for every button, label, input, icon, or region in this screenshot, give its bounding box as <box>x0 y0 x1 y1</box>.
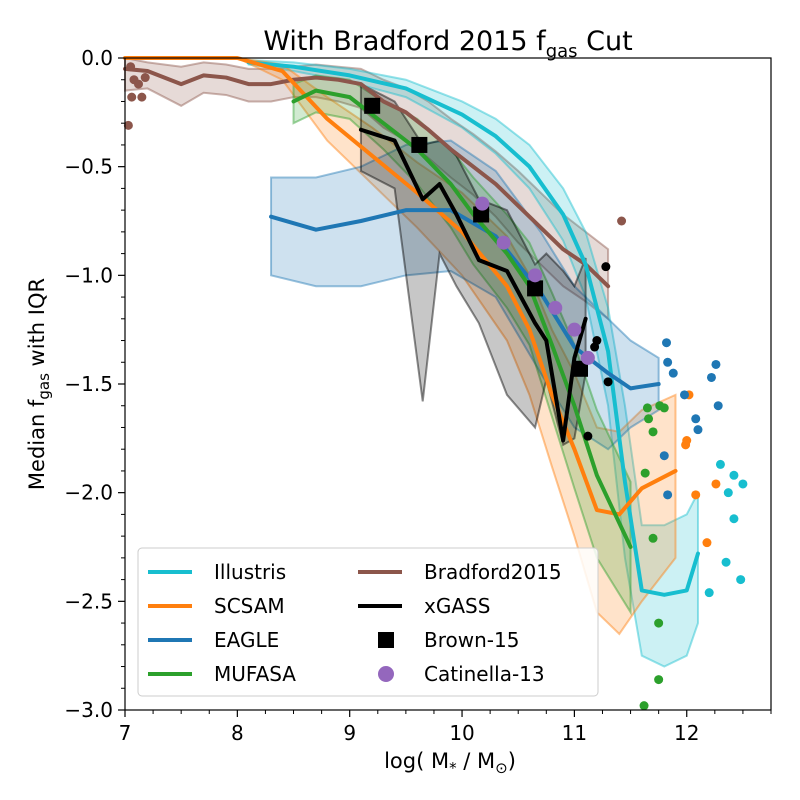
eagle-point <box>668 368 678 378</box>
catinella-13-marker <box>567 322 582 337</box>
eagle-point <box>662 338 672 348</box>
eagle-point <box>663 357 673 367</box>
y-tick-label: −0.5 <box>64 155 113 179</box>
illustris-median-line <box>246 60 700 597</box>
xgass-point <box>601 262 611 272</box>
scsam-point <box>682 436 692 446</box>
eagle-point <box>663 490 673 500</box>
eagle-point <box>659 451 669 461</box>
median-lines <box>123 56 700 597</box>
illustris-point <box>729 470 739 480</box>
catinella-13-marker <box>528 268 543 283</box>
catinella-13-legend-label: Catinella-13 <box>424 662 545 686</box>
eagle-point <box>679 390 689 400</box>
catinella-13-legend-swatch <box>378 666 394 682</box>
bradford2015-point <box>137 92 147 102</box>
legend-box <box>137 547 599 697</box>
catinella-13-marker <box>475 196 490 211</box>
eagle-point <box>693 425 703 435</box>
bradford2015-point <box>617 216 627 226</box>
y-axis-label: Median fgas with IQR <box>25 278 53 490</box>
brown-15-legend-label: Brown-15 <box>424 628 519 652</box>
y-tick-label: −1.5 <box>64 372 113 396</box>
xgass-point <box>583 431 593 441</box>
eagle-point <box>706 372 716 382</box>
mufasa-point <box>654 618 664 628</box>
mufasa-point <box>642 403 652 413</box>
scsam-legend-label: SCSAM <box>214 594 285 618</box>
scsam-iqr-band <box>125 57 677 636</box>
brown-15-legend-swatch <box>378 632 394 648</box>
brown-15-marker <box>411 136 428 153</box>
illustris-point <box>729 514 739 524</box>
xgass-point <box>590 342 600 352</box>
scsam-point <box>702 538 712 548</box>
y-axis-ticks: 0.0 −0.5 −1.0 −1.5 −2.0 −2.5 −3.0 <box>64 46 125 722</box>
xgass-legend-label: xGASS <box>424 594 490 618</box>
x-tick-label: 10 <box>449 721 474 745</box>
mufasa-point <box>654 675 664 685</box>
bradford2015-median-line <box>123 66 611 289</box>
mufasa-point <box>648 533 658 543</box>
illustris-point <box>738 479 748 489</box>
mufasa-point <box>648 427 658 437</box>
scsam-point <box>691 490 701 500</box>
mufasa-legend-label: MUFASA <box>214 662 296 686</box>
illustris-point <box>704 588 714 598</box>
x-tick-label: 8 <box>231 721 244 745</box>
x-tick-label: 7 <box>119 721 132 745</box>
catinella-13-marker <box>548 300 563 315</box>
bradford2015-legend-label: Bradford2015 <box>424 560 562 584</box>
mufasa-point <box>659 403 669 413</box>
mufasa-point <box>640 468 650 478</box>
bradford2015-point <box>127 92 137 102</box>
x-tick-label: 9 <box>343 721 356 745</box>
bradford2015-point <box>140 73 150 83</box>
bradford2015-point <box>133 79 143 89</box>
catinella-13-marker <box>496 235 511 250</box>
eagle-median-line <box>269 208 661 391</box>
illustris-point <box>721 557 731 567</box>
x-tick-label: 12 <box>674 721 699 745</box>
y-tick-label: 0.0 <box>81 46 113 70</box>
scsam-point <box>711 479 721 489</box>
xgass-median-line <box>358 127 588 443</box>
eagle-point <box>713 401 723 411</box>
scsam-median-line <box>123 56 678 517</box>
mufasa-point <box>639 701 649 711</box>
y-tick-label: −1.0 <box>64 263 113 287</box>
mufasa-point <box>644 414 654 424</box>
bradford2015-point <box>126 62 136 72</box>
brown-15-marker <box>473 206 490 223</box>
scatter-markers <box>123 62 748 711</box>
eagle-legend-label: EAGLE <box>214 628 279 652</box>
xgass-point <box>603 377 613 387</box>
x-axis-label: log( M* / M⊙) <box>384 749 516 777</box>
illustris-point <box>723 488 733 498</box>
chart-title: With Bradford 2015 fgas Cut <box>263 26 632 62</box>
y-tick-label: −2.5 <box>64 589 113 613</box>
illustris-point <box>736 575 746 585</box>
brown-15-marker <box>572 360 589 377</box>
catinella-13-marker <box>580 350 595 365</box>
brown-15-marker <box>527 280 544 297</box>
x-tick-label: 11 <box>562 721 587 745</box>
y-tick-label: −2.0 <box>64 481 113 505</box>
illustris-point <box>715 459 725 469</box>
bradford2015-point <box>123 120 133 130</box>
eagle-point <box>691 414 701 424</box>
y-tick-label: −3.0 <box>64 698 113 722</box>
illustris-legend-label: Illustris <box>214 560 286 584</box>
legend: Illustris SCSAM EAGLE MUFASA Bradford2015 xGA… <box>137 547 599 697</box>
x-axis-ticks: 7 8 9 10 11 12 <box>119 710 772 745</box>
brown-15-marker <box>364 97 381 114</box>
eagle-point <box>711 359 721 369</box>
